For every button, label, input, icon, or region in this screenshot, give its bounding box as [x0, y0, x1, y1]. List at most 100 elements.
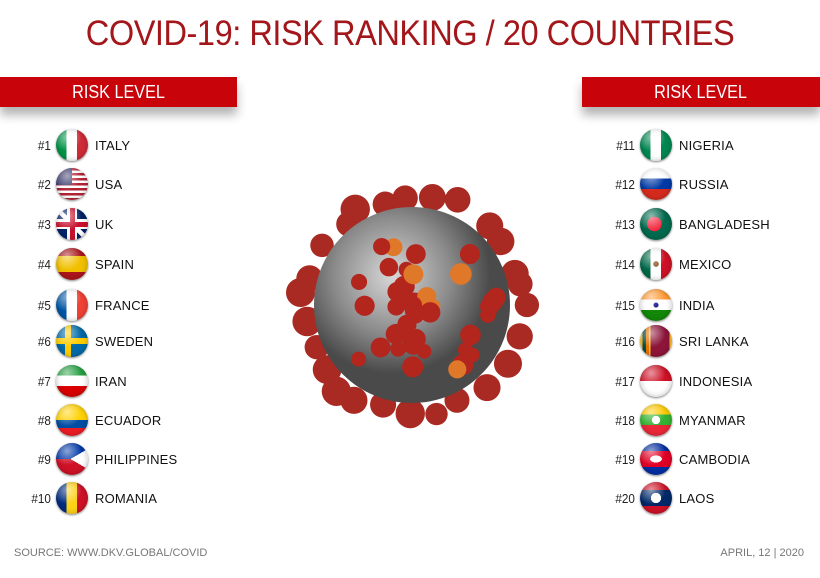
spike-protein — [486, 227, 515, 256]
list-item: #8 ECUADOR — [30, 404, 161, 436]
spain-flag-icon — [56, 248, 88, 280]
spike-protein — [402, 356, 424, 378]
country-name: USA — [95, 176, 123, 192]
country-name: ROMANIA — [95, 490, 158, 506]
rank-label: #15 — [615, 297, 635, 313]
coronavirus-illustration — [285, 184, 540, 429]
list-item: #14 MEXICO — [614, 248, 731, 280]
rank-label: #3 — [37, 216, 51, 232]
list-item: #15 INDIA — [614, 289, 715, 321]
spike-protein — [395, 398, 425, 429]
country-name: UK — [95, 216, 114, 232]
country-name: MEXICO — [679, 256, 732, 272]
sweden-flag-icon — [56, 325, 88, 357]
rank-label: #9 — [37, 451, 51, 467]
list-item: #3 UK — [30, 208, 113, 240]
spike-protein — [418, 184, 446, 211]
spike-protein — [448, 360, 467, 379]
myanmar-flag-icon — [640, 404, 672, 436]
philippines-flag-icon — [56, 443, 88, 475]
russia-flag-icon — [640, 168, 672, 200]
spike-protein — [350, 273, 368, 291]
rank-label: #12 — [615, 176, 635, 192]
list-item: #1 ITALY — [30, 129, 130, 161]
country-name: ITALY — [95, 137, 131, 153]
rank-label: #2 — [37, 176, 51, 192]
source-text: SOURCE: WWW.DKV.GLOBAL/COVID — [14, 547, 208, 559]
list-item: #17 INDONESIA — [614, 365, 752, 397]
list-item: #2 USA — [30, 168, 122, 200]
country-name: LAOS — [679, 490, 715, 506]
spike-protein — [373, 238, 391, 256]
spike-protein — [425, 402, 448, 426]
list-item: #9 PHILIPPINES — [30, 443, 177, 475]
list-item: #18 MYANMAR — [614, 404, 746, 436]
country-name: MYANMAR — [679, 412, 746, 428]
spike-protein — [459, 244, 480, 265]
country-name: INDONESIA — [679, 373, 753, 389]
spike-protein — [403, 264, 424, 285]
list-item: #4 SPAIN — [30, 248, 134, 280]
header-label: RISK LEVEL — [654, 82, 748, 102]
header-label: RISK LEVEL — [72, 82, 165, 102]
spike-protein — [419, 302, 441, 323]
country-name: RUSSIA — [679, 176, 729, 192]
list-item: #6 SWEDEN — [30, 325, 153, 357]
country-name: IRAN — [95, 373, 127, 389]
usa-flag-icon — [56, 168, 88, 200]
date-text: APRIL, 12 | 2020 — [720, 547, 804, 559]
spike-protein — [390, 341, 406, 357]
rank-label: #10 — [31, 490, 51, 506]
rank-label: #7 — [37, 373, 51, 389]
rank-label: #18 — [615, 412, 635, 428]
page-title: COVID-19: RISK RANKING / 20 COUNTRIES — [85, 14, 735, 53]
spike-protein — [321, 376, 351, 406]
italy-flag-icon — [56, 129, 88, 161]
indonesia-flag-icon — [640, 365, 672, 397]
rank-label: #13 — [615, 216, 635, 232]
spike-protein — [405, 244, 426, 264]
risk-level-header-left: RISK LEVEL — [0, 77, 237, 107]
romania-flag-icon — [56, 482, 88, 514]
spike-protein — [464, 347, 480, 363]
spike-protein — [507, 271, 533, 297]
rank-label: #16 — [615, 333, 635, 349]
rank-label: #20 — [615, 490, 635, 506]
spike-protein — [354, 295, 375, 316]
rank-label: #19 — [615, 451, 635, 467]
list-item: #10 ROMANIA — [30, 482, 157, 514]
cambodia-flag-icon — [640, 443, 672, 475]
nigeria-flag-icon — [640, 129, 672, 161]
spike-protein — [473, 374, 501, 402]
spike-protein — [514, 292, 540, 318]
country-name: CAMBODIA — [679, 451, 750, 467]
india-flag-icon — [640, 289, 672, 321]
list-item: #7 IRAN — [30, 365, 127, 397]
country-name: BANGLADESH — [679, 216, 770, 232]
rank-label: #8 — [37, 412, 51, 428]
spike-protein — [444, 186, 471, 213]
spike-protein — [387, 298, 405, 316]
rank-label: #11 — [616, 137, 635, 153]
country-name: ECUADOR — [95, 412, 162, 428]
country-name: INDIA — [679, 297, 715, 313]
iran-flag-icon — [56, 365, 88, 397]
ecuador-flag-icon — [56, 404, 88, 436]
list-item: #13 BANGLADESH — [614, 208, 770, 240]
list-item: #16 SRI LANKA — [614, 325, 749, 357]
list-item: #11 NIGERIA — [614, 129, 734, 161]
country-name: SRI LANKA — [679, 333, 749, 349]
spike-protein — [402, 332, 425, 355]
spike-protein — [506, 323, 533, 350]
mexico-flag-icon — [640, 248, 672, 280]
country-name: SPAIN — [95, 256, 135, 272]
rank-label: #5 — [37, 297, 51, 313]
list-item: #12 RUSSIA — [614, 168, 729, 200]
risk-level-header-right: RISK LEVEL — [582, 77, 820, 107]
bangladesh-flag-icon — [640, 208, 672, 240]
laos-flag-icon — [640, 482, 672, 514]
country-name: FRANCE — [95, 297, 150, 313]
spike-protein — [379, 257, 399, 277]
country-name: NIGERIA — [679, 137, 734, 153]
country-name: SWEDEN — [95, 333, 154, 349]
